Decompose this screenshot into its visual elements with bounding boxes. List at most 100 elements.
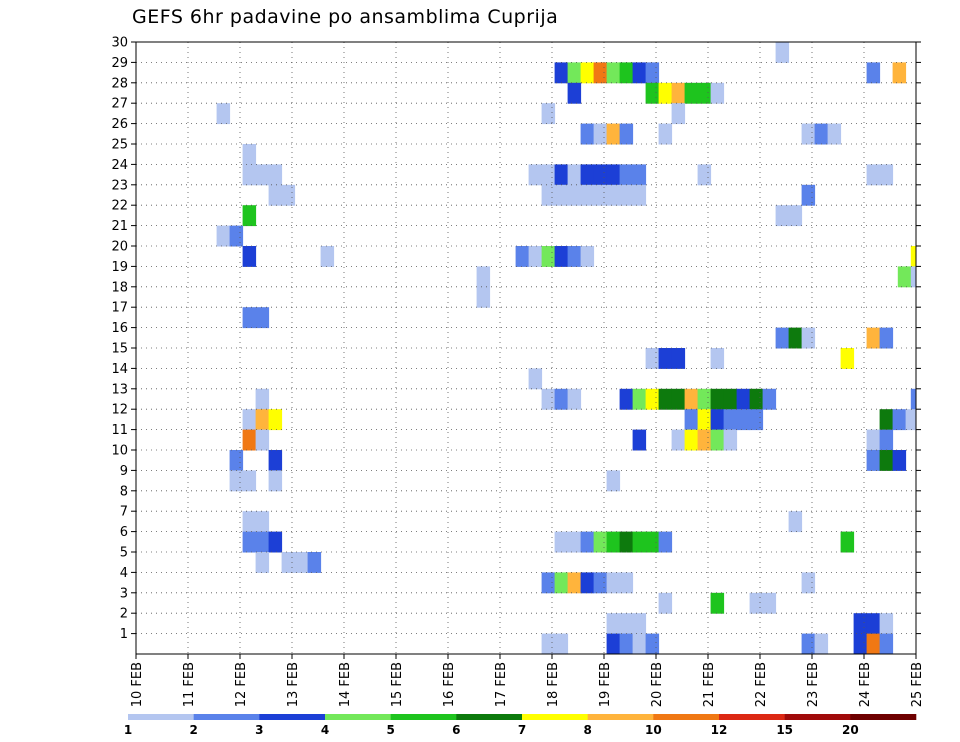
heat-cell <box>866 450 881 471</box>
heat-cell <box>658 388 673 410</box>
colorbar-label: 10 <box>645 723 662 737</box>
heat-cell <box>619 531 634 553</box>
heat-cell <box>307 552 322 573</box>
heat-cell <box>268 450 283 471</box>
heat-cell <box>255 307 270 329</box>
heat-cell <box>541 388 556 410</box>
heat-cell <box>697 82 712 104</box>
heat-cell <box>255 164 270 186</box>
heat-cell <box>853 633 868 655</box>
heat-cell <box>528 368 543 390</box>
heat-cell <box>255 531 270 553</box>
heat-cell <box>866 327 881 349</box>
colorbar-label: 7 <box>518 723 526 737</box>
colorbar-label: 15 <box>776 723 793 737</box>
heat-cell <box>554 184 569 206</box>
y-tick-label: 21 <box>111 219 128 234</box>
heat-cell <box>866 429 881 451</box>
heat-cell <box>593 164 608 186</box>
y-tick-label: 11 <box>111 423 128 438</box>
heat-cell <box>593 184 608 206</box>
heat-cell <box>580 184 595 206</box>
heat-cell <box>892 409 907 431</box>
heat-cell <box>879 613 894 635</box>
heat-cell <box>567 531 582 553</box>
heat-cell <box>606 531 621 553</box>
heat-cell <box>255 409 270 431</box>
colorbar-label: 3 <box>255 723 263 737</box>
heat-cell <box>892 450 907 471</box>
heat-cell <box>242 429 257 451</box>
heat-cell <box>606 613 621 635</box>
heat-cell <box>242 246 257 267</box>
heat-cell <box>632 531 647 553</box>
heat-cell <box>749 409 764 431</box>
heat-cell <box>827 123 842 145</box>
heat-cell <box>645 62 660 84</box>
heat-cell <box>606 184 621 206</box>
heat-cell <box>242 144 257 165</box>
heat-cell <box>879 429 894 451</box>
heat-cell <box>684 82 699 104</box>
heat-cell <box>229 470 244 492</box>
heat-cell <box>554 388 569 410</box>
heat-cell <box>567 82 582 104</box>
y-tick-label: 4 <box>120 566 128 581</box>
heat-cell <box>749 592 764 614</box>
heat-cell <box>580 123 595 145</box>
heat-cell <box>710 592 725 614</box>
heat-cell <box>671 348 686 369</box>
heat-cell <box>567 388 582 410</box>
colorbar-label: 6 <box>452 723 460 737</box>
colorbar-segment <box>719 714 785 720</box>
heat-cell <box>554 531 569 553</box>
heat-cell <box>879 409 894 431</box>
y-tick-label: 14 <box>111 362 128 377</box>
heat-cell <box>268 531 283 553</box>
heat-cell <box>801 327 816 349</box>
heat-cell <box>658 592 673 614</box>
heat-cell <box>879 327 894 349</box>
heat-cell <box>554 633 569 655</box>
heat-cell <box>897 266 912 288</box>
heat-cell <box>528 164 543 186</box>
y-tick-label: 25 <box>111 138 128 153</box>
colorbar-segment <box>390 714 457 720</box>
heat-cell <box>242 511 257 533</box>
x-tick-label: 10 FEB <box>130 662 145 707</box>
heat-cell <box>632 164 647 186</box>
heat-cell <box>268 164 283 186</box>
x-tick-label: 25 FEB <box>910 662 925 707</box>
y-tick-label: 3 <box>120 586 128 601</box>
heat-cell <box>632 62 647 84</box>
y-tick-label: 15 <box>111 342 128 357</box>
y-tick-label: 10 <box>111 444 128 459</box>
x-tick-label: 19 FEB <box>598 662 613 707</box>
x-tick-label: 24 FEB <box>858 662 873 707</box>
heat-cell <box>645 633 660 655</box>
heat-cell <box>229 450 244 471</box>
heat-cell <box>762 592 777 614</box>
heat-cell <box>775 327 790 349</box>
y-tick-label: 7 <box>120 505 128 520</box>
heat-cell <box>658 348 673 369</box>
heat-cell <box>554 164 569 186</box>
heat-cell <box>541 572 556 594</box>
heat-cell <box>320 246 335 267</box>
heat-cell <box>840 348 855 369</box>
colorbar-segment <box>128 714 194 720</box>
y-tick-label: 30 <box>111 36 128 51</box>
colorbar-label: 4 <box>321 723 329 737</box>
heat-cell <box>216 103 231 125</box>
heat-cell <box>723 388 738 410</box>
heat-cell <box>580 531 595 553</box>
y-tick-label: 9 <box>120 464 128 479</box>
heat-cell <box>645 82 660 104</box>
heat-cell <box>801 572 816 594</box>
heat-cell <box>710 429 725 451</box>
heat-cell <box>255 552 270 573</box>
heat-cell <box>619 123 634 145</box>
heat-cell <box>216 225 231 247</box>
cells-layer <box>216 42 916 655</box>
x-tick-label: 11 FEB <box>182 662 197 707</box>
